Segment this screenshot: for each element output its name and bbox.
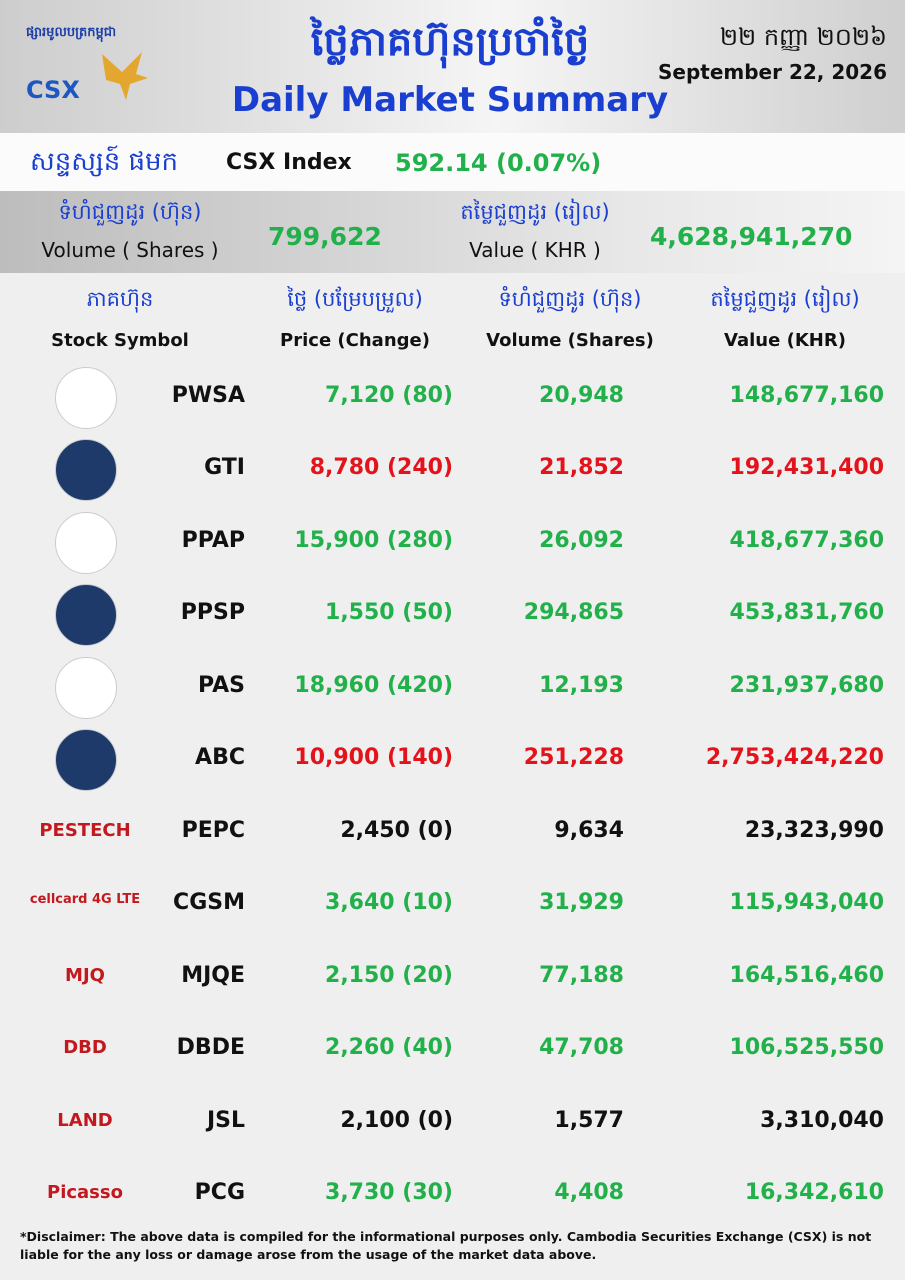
index-band bbox=[0, 133, 905, 191]
value: 16,342,610 bbox=[744, 1180, 884, 1205]
volume: 31,929 bbox=[539, 890, 624, 916]
column-label: Volume (Shares) bbox=[486, 330, 654, 351]
value-total: 4,628,941,270 bbox=[650, 222, 853, 251]
logo-khmer: ផ្សារមូលបត្រកម្ពុជា bbox=[26, 25, 117, 40]
value: 3,310,040 bbox=[760, 1107, 884, 1133]
price: 2,260 (40) bbox=[325, 1035, 453, 1061]
price: 7,120 (80) bbox=[325, 383, 453, 408]
symbol: PWSA bbox=[171, 383, 245, 408]
logo-text: PESTECH bbox=[39, 819, 131, 841]
value: 148,677,160 bbox=[729, 383, 884, 408]
column-label: Stock Symbol bbox=[51, 330, 189, 351]
volume: 77,188 bbox=[539, 962, 624, 988]
logo-text: LAND bbox=[57, 1109, 113, 1131]
volume: 9,634 bbox=[554, 817, 624, 843]
price: 3,640 (10) bbox=[325, 890, 453, 916]
symbol: DBDE bbox=[176, 1035, 245, 1061]
logo bbox=[55, 729, 117, 792]
column-khmer: ទំហំជួញដូរ (ហ៊ុន) bbox=[498, 287, 642, 311]
value: 192,431,400 bbox=[729, 455, 884, 481]
volume-khmer: ទំហំជួញដូរ (ហ៊ុន) bbox=[58, 200, 202, 224]
column-label: Price (Change) bbox=[280, 330, 430, 351]
volume: 1,577 bbox=[554, 1107, 624, 1133]
price: 18,960 (420) bbox=[294, 672, 453, 698]
title-khmer: ថ្លៃភាគហ៊ុនប្រចាំថ្ងៃ bbox=[310, 19, 590, 65]
logo bbox=[55, 584, 117, 647]
volume: 294,865 bbox=[523, 600, 624, 626]
date: September 22, 2026 bbox=[657, 60, 887, 84]
volume: 47,708 bbox=[539, 1035, 624, 1061]
value-label: Value ( KHR ) bbox=[469, 238, 601, 262]
symbol: JSL bbox=[206, 1107, 245, 1133]
date-khmer: ២២ កញ្ញា ២០២៦ bbox=[719, 23, 887, 51]
logo: CSX bbox=[26, 76, 80, 104]
logo-text: DBD bbox=[63, 1037, 107, 1059]
price: 8,780 (240) bbox=[309, 455, 453, 481]
volume: 20,948 bbox=[539, 383, 624, 408]
symbol: GTI bbox=[204, 455, 245, 481]
column-khmer: ភាគហ៊ុន bbox=[86, 287, 154, 311]
column-label: Value (KHR) bbox=[724, 330, 846, 351]
value-khmer: តម្លៃជួញដូរ (រៀល) bbox=[460, 200, 610, 224]
value: 2,753,424,220 bbox=[705, 745, 884, 771]
index-label-khmer: សន្ទស្សន៍ ផមក bbox=[30, 147, 179, 177]
symbol: PPSP bbox=[180, 600, 245, 626]
index-label: CSX Index bbox=[226, 150, 352, 175]
price: 1,550 (50) bbox=[325, 600, 453, 626]
symbol: MJQE bbox=[181, 962, 245, 988]
value: 453,831,760 bbox=[729, 600, 884, 626]
column-khmer: ថ្លៃ (បម្រែបម្រួល) bbox=[287, 287, 423, 311]
logo bbox=[55, 511, 117, 574]
price: 2,450 (0) bbox=[340, 817, 453, 843]
volume: 12,193 bbox=[539, 672, 624, 698]
title: Daily Market Summary bbox=[231, 80, 669, 120]
volume-label: Volume ( Shares ) bbox=[41, 238, 219, 262]
value: 106,525,550 bbox=[729, 1035, 884, 1061]
logo-text: cellcard 4G LTE bbox=[29, 892, 141, 908]
symbol: PAS bbox=[198, 672, 245, 698]
symbol: CGSM bbox=[173, 890, 245, 916]
price: 2,150 (20) bbox=[325, 962, 453, 988]
price: 10,900 (140) bbox=[294, 745, 453, 771]
totals-band bbox=[0, 191, 905, 273]
logo bbox=[55, 656, 117, 719]
volume: 21,852 bbox=[539, 455, 624, 481]
symbol: ABC bbox=[195, 745, 245, 771]
symbol: PCG bbox=[194, 1180, 245, 1205]
volume: 4,408 bbox=[554, 1180, 624, 1205]
index-value: 592.14 (0.07%) bbox=[395, 149, 602, 177]
price: 2,100 (0) bbox=[340, 1107, 453, 1133]
volume-total: 799,622 bbox=[268, 222, 382, 251]
value: 418,677,360 bbox=[729, 527, 884, 553]
value: 164,516,460 bbox=[729, 962, 884, 988]
logo-bird bbox=[102, 52, 148, 100]
value: 115,943,040 bbox=[729, 890, 884, 916]
volume: 26,092 bbox=[539, 527, 624, 553]
disclaimer: *Disclaimer: The above data is compiled … bbox=[20, 1229, 872, 1262]
symbol: PEPC bbox=[181, 817, 245, 843]
price: 3,730 (30) bbox=[325, 1180, 453, 1205]
header bbox=[0, 0, 905, 133]
volume: 251,228 bbox=[523, 745, 624, 771]
logo bbox=[55, 367, 117, 429]
logo-text: MJQ bbox=[65, 964, 105, 986]
column-khmer: តម្លៃជួញដូរ (រៀល) bbox=[710, 287, 860, 311]
symbol: PPAP bbox=[181, 527, 245, 553]
price: 15,900 (280) bbox=[294, 527, 453, 553]
value: 23,323,990 bbox=[744, 817, 884, 843]
value: 231,937,680 bbox=[729, 672, 884, 698]
logo-text: Picasso bbox=[47, 1182, 123, 1203]
logo bbox=[55, 439, 117, 502]
